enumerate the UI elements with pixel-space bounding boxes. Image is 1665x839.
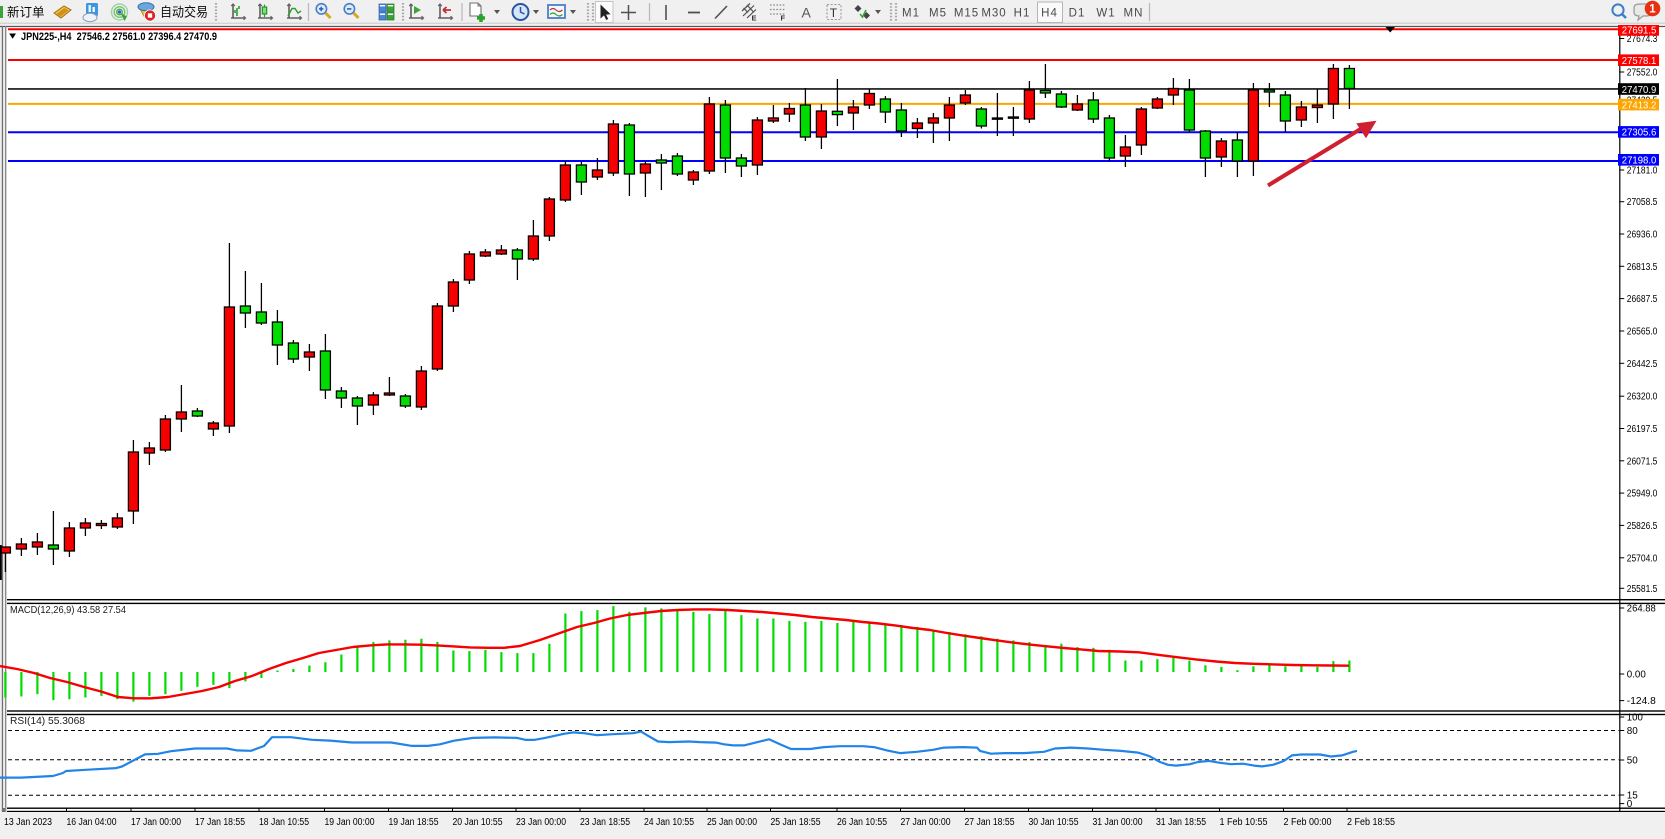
- svg-text:16 Jan 04:00: 16 Jan 04:00: [67, 817, 117, 828]
- svg-text:2 Feb 18:55: 2 Feb 18:55: [1347, 817, 1395, 828]
- svg-text:19 Jan 00:00: 19 Jan 00:00: [325, 817, 375, 828]
- svg-text:自动交易: 自动交易: [160, 5, 208, 20]
- svg-text:25581.5: 25581.5: [1627, 584, 1658, 595]
- svg-text:-124.8: -124.8: [1627, 696, 1656, 707]
- svg-text:2 Feb 00:00: 2 Feb 00:00: [1284, 817, 1332, 828]
- svg-text:0: 0: [1627, 799, 1633, 810]
- svg-text:27181.0: 27181.0: [1627, 166, 1658, 177]
- svg-text:JPN225-,H4 27546.2 27561.0 27: JPN225-,H4 27546.2 27561.0 27396.4 27470…: [21, 31, 217, 43]
- svg-text:M15: M15: [954, 8, 979, 20]
- svg-text:F: F: [781, 14, 786, 23]
- svg-text:1 Feb 10:55: 1 Feb 10:55: [1220, 817, 1268, 828]
- svg-text:100: 100: [1627, 713, 1643, 724]
- svg-text:17 Jan 18:55: 17 Jan 18:55: [195, 817, 245, 828]
- svg-text:80: 80: [1627, 726, 1638, 737]
- svg-text:23 Jan 00:00: 23 Jan 00:00: [516, 817, 566, 828]
- svg-text:27305.6: 27305.6: [1622, 128, 1657, 139]
- svg-text:23 Jan 18:55: 23 Jan 18:55: [580, 817, 630, 828]
- svg-text:27470.9: 27470.9: [1622, 85, 1657, 96]
- svg-text:27 Jan 00:00: 27 Jan 00:00: [901, 817, 951, 828]
- svg-text:A: A: [802, 5, 812, 21]
- svg-text:0.00: 0.00: [1627, 670, 1646, 681]
- svg-text:15: 15: [1627, 791, 1638, 802]
- svg-text:H4: H4: [1041, 8, 1058, 20]
- svg-text:M1: M1: [902, 8, 920, 20]
- svg-text:新订单: 新订单: [7, 5, 45, 20]
- svg-text:1: 1: [1649, 4, 1656, 16]
- svg-text:27674.3: 27674.3: [1627, 34, 1658, 45]
- svg-text:31 Jan 18:55: 31 Jan 18:55: [1156, 817, 1206, 828]
- svg-text:MACD(12,26,9) 43.58 27.54: MACD(12,26,9) 43.58 27.54: [10, 604, 126, 616]
- svg-text:17 Jan 00:00: 17 Jan 00:00: [131, 817, 181, 828]
- svg-text:30 Jan 10:55: 30 Jan 10:55: [1029, 817, 1079, 828]
- svg-text:27552.0: 27552.0: [1627, 68, 1658, 79]
- svg-text:E: E: [752, 14, 757, 23]
- svg-text:25 Jan 18:55: 25 Jan 18:55: [771, 817, 821, 828]
- svg-text:20 Jan 10:55: 20 Jan 10:55: [453, 817, 503, 828]
- svg-text:RSI(14) 55.3068: RSI(14) 55.3068: [10, 715, 85, 727]
- svg-text:26565.0: 26565.0: [1627, 327, 1658, 338]
- svg-text:M30: M30: [981, 8, 1006, 20]
- svg-text:27 Jan 18:55: 27 Jan 18:55: [965, 817, 1015, 828]
- svg-text:26813.5: 26813.5: [1627, 262, 1658, 273]
- svg-text:26071.5: 26071.5: [1627, 456, 1658, 467]
- svg-text:26 Jan 10:55: 26 Jan 10:55: [837, 817, 887, 828]
- svg-text:MN: MN: [1124, 8, 1144, 20]
- svg-text:25704.0: 25704.0: [1627, 553, 1658, 564]
- svg-text:D1: D1: [1069, 8, 1086, 20]
- svg-text:50: 50: [1627, 756, 1638, 767]
- svg-text:M5: M5: [929, 8, 947, 20]
- svg-text:264.88: 264.88: [1627, 604, 1656, 615]
- svg-text:26936.0: 26936.0: [1627, 230, 1658, 241]
- svg-text:31 Jan 00:00: 31 Jan 00:00: [1093, 817, 1143, 828]
- svg-text:H1: H1: [1014, 8, 1031, 20]
- svg-text:27578.1: 27578.1: [1622, 56, 1657, 67]
- svg-text:18 Jan 10:55: 18 Jan 10:55: [259, 817, 309, 828]
- svg-text:27058.5: 27058.5: [1627, 197, 1658, 208]
- svg-text:27691.5: 27691.5: [1622, 26, 1657, 37]
- svg-text:24 Jan 10:55: 24 Jan 10:55: [644, 817, 694, 828]
- svg-text:26442.5: 26442.5: [1627, 359, 1658, 370]
- svg-text:26687.5: 26687.5: [1627, 294, 1658, 305]
- svg-text:27413.2: 27413.2: [1622, 100, 1657, 111]
- svg-text:25949.0: 25949.0: [1627, 489, 1658, 500]
- svg-text:19 Jan 18:55: 19 Jan 18:55: [389, 817, 439, 828]
- svg-text:26320.0: 26320.0: [1627, 392, 1658, 403]
- svg-text:T: T: [830, 6, 838, 20]
- svg-text:W1: W1: [1096, 8, 1115, 20]
- svg-text:27198.0: 27198.0: [1622, 156, 1657, 167]
- svg-text:13 Jan 2023: 13 Jan 2023: [4, 817, 52, 828]
- svg-text:25 Jan 00:00: 25 Jan 00:00: [707, 817, 757, 828]
- svg-text:26197.5: 26197.5: [1627, 424, 1658, 435]
- svg-text:25826.5: 25826.5: [1627, 521, 1658, 532]
